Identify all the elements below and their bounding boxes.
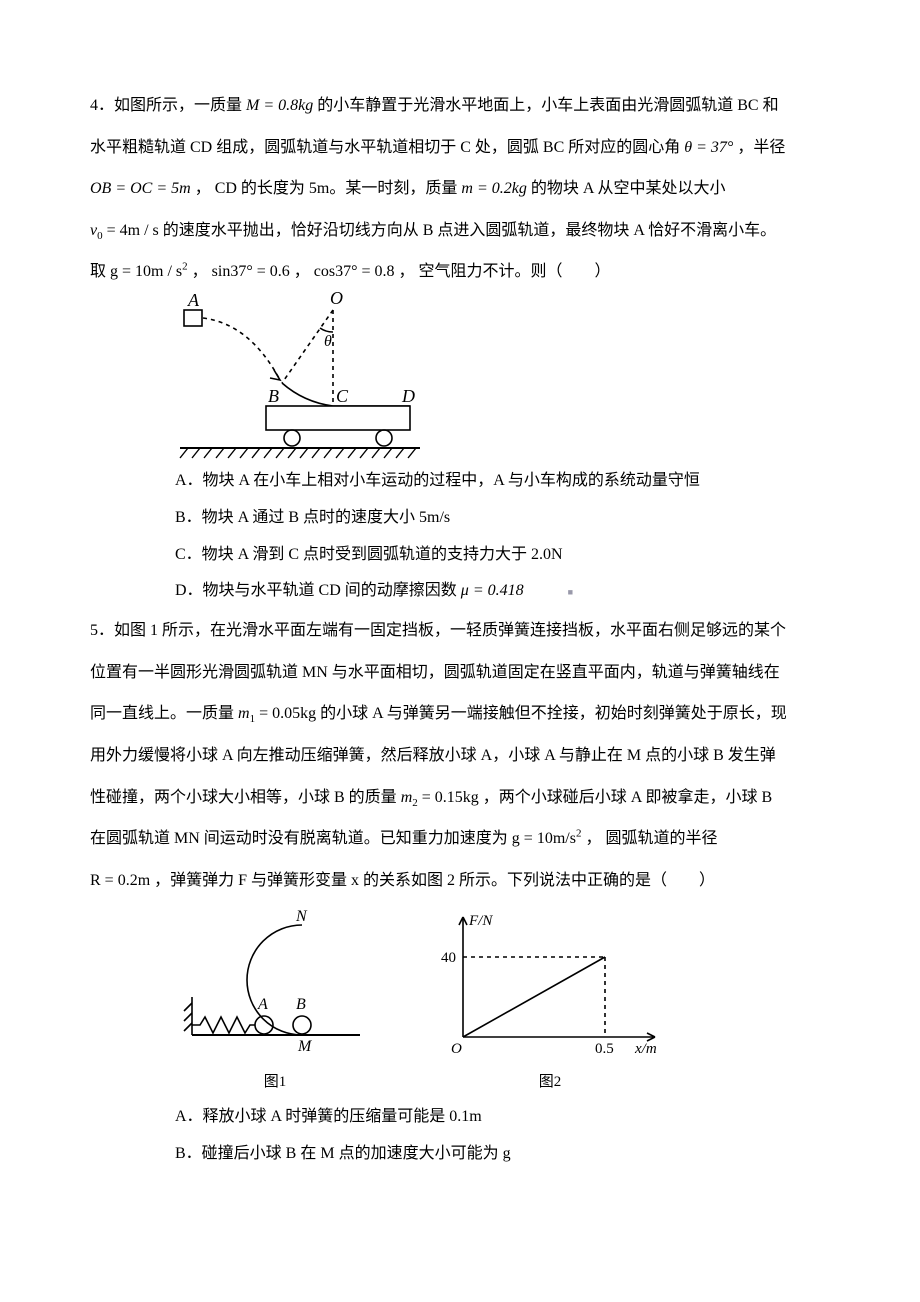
q5-fig1-wrap: A B M N 图1 <box>180 907 370 1093</box>
q5-t5b: ，两个小球碰后小球 A 即被拿走，小球 B <box>483 789 772 806</box>
q4-g: g = 10m / s <box>110 263 182 280</box>
q5-m1: m <box>238 705 250 722</box>
q5-f2-yl: F/N <box>468 913 493 929</box>
q4-fig-theta: θ <box>324 333 332 350</box>
q4-optD-mu: μ = 0.418 <box>461 582 524 599</box>
q5-f1-M: M <box>297 1038 313 1055</box>
q5-f2-xt: 0.5 <box>595 1041 614 1057</box>
q5-R: R = 0.2m <box>90 872 150 889</box>
q4-optB: B．物块 A 通过 B 点时的速度大小 5m/s <box>175 500 840 537</box>
q4-line2: 水平粗糙轨道 CD 组成，圆弧轨道与水平轨道相切于 C 处，圆弧 BC 所对应的… <box>90 127 840 169</box>
q5-optB: B．碰撞后小球 B 在 M 点的加速度大小可能为 g <box>175 1136 840 1173</box>
q4-t5a: 取 <box>90 263 110 280</box>
q4-massm: m = 0.2kg <box>461 180 526 197</box>
q4-optA: A．物块 A 在小车上相对小车运动的过程中，A 与小车构成的系统动量守恒 <box>175 463 840 500</box>
q4-t2a: 水平粗糙轨道 CD 组成，圆弧轨道与水平轨道相切于 C 处，圆弧 BC 所对应的… <box>90 139 684 156</box>
q5-t6a: 在圆弧轨道 MN 间运动时没有脱离轨道。已知重力加速度为 <box>90 830 512 847</box>
q4-fig-B: B <box>268 386 279 406</box>
q4-obeq: OB = OC = 5m <box>90 180 191 197</box>
q4-line4: v0 = 4m / s 的速度水平抛出，恰好沿切线方向从 B 点进入圆弧轨道，最… <box>90 210 840 252</box>
q4-massM: M = 0.8kg <box>246 97 313 114</box>
q4-t2b: ，半径 <box>737 139 785 156</box>
q5-t6b: ， 圆弧轨道的半径 <box>585 830 717 847</box>
q4-fig-C: C <box>336 386 349 406</box>
q5-f1-B: B <box>296 996 306 1013</box>
q5-figures: A B M N 图1 <box>90 907 840 1093</box>
q5-options: A．释放小球 A 时弹簧的压缩量可能是 0.1m B．碰撞后小球 B 在 M 点… <box>90 1099 840 1173</box>
q5-line2: 位置有一半圆形光滑圆弧轨道 MN 与水平面相切，圆弧轨道固定在竖直平面内，轨道与… <box>90 652 840 694</box>
q5-t5a: 性碰撞，两个小球大小相等，小球 B 的质量 <box>90 789 401 806</box>
q5-t3a: 同一直线上。一质量 <box>90 705 238 722</box>
q5-optA-a: A．释放小球 A 时弹簧的压缩量可能是 <box>175 1108 449 1125</box>
q4-fig-D: D <box>401 386 415 406</box>
q5-g2: g = 10m/s <box>512 830 576 847</box>
q4-optC: C．物块 A 滑到 C 点时受到圆弧轨道的支持力大于 2.0N <box>175 537 840 574</box>
q4-t3c: 的物块 A 从空中某处以大小 <box>531 180 726 197</box>
q5-m2: m <box>401 789 413 806</box>
q5-f1-A: A <box>257 996 268 1013</box>
q5-line5: 性碰撞，两个小球大小相等，小球 B 的质量 m2 = 0.15kg ，两个小球碰… <box>90 777 840 819</box>
q5-line3: 同一直线上。一质量 m1 = 0.05kg 的小球 A 与弹簧另一端接触但不拴接… <box>90 693 840 735</box>
q4-v0-val: = 4m / s <box>103 222 159 239</box>
q5-optA-v: 0.1m <box>449 1108 481 1125</box>
q4-t4c: 的速度水平抛出，恰好沿切线方向从 B 点进入圆弧轨道，最终物块 A 恰好不滑离小… <box>163 222 776 239</box>
q5-optA: A．释放小球 A 时弹簧的压缩量可能是 0.1m <box>175 1099 840 1136</box>
q5-f2-O: O <box>451 1041 462 1057</box>
q4-t5d: ， 空气阻力不计。则（ ） <box>399 263 611 280</box>
q4-optD: D．物块与水平轨道 CD 间的动摩擦因数 μ = 0.418 ■ <box>175 573 840 610</box>
q5-line6: 在圆弧轨道 MN 间运动时没有脱离轨道。已知重力加速度为 g = 10m/s2 … <box>90 818 840 860</box>
q4-t3b: ， CD 的长度为 5m。某一时刻，质量 <box>195 180 462 197</box>
q5-f2-xl: x/m <box>634 1041 657 1057</box>
q5-line4: 用外力缓慢将小球 A 向左推动压缩弹簧，然后释放小球 A，小球 A 与静止在 M… <box>90 735 840 777</box>
q5-fig2-wrap: F/N 40 0.5 x/m O 图2 <box>425 907 675 1093</box>
q4-t5c: ， <box>294 263 314 280</box>
q5-fig1: A B M N <box>180 907 370 1072</box>
q5-t3b: 的小球 A 与弹簧另一端接触但不拴接，初始时刻弹簧处于原长，现 <box>320 705 787 722</box>
q4-figure: A O θ B C D <box>90 288 840 468</box>
q5-f2-yt: 40 <box>441 950 456 966</box>
q5-fig2-cap: 图2 <box>425 1072 675 1093</box>
q4-theta: θ = 37° <box>684 139 733 156</box>
q4-fig-A: A <box>187 290 200 310</box>
q5-m2b: = 0.15kg <box>418 789 479 806</box>
q4-options: A．物块 A 在小车上相对小车运动的过程中，A 与小车构成的系统动量守恒 B．物… <box>90 463 840 610</box>
q5-m1b: = 0.05kg <box>255 705 316 722</box>
q4-sin: sin37° = 0.6 <box>212 263 290 280</box>
q4-line5: 取 g = 10m / s2 ， sin37° = 0.6 ， cos37° =… <box>90 251 840 293</box>
q5-line7: R = 0.2m ，弹簧弹力 F 与弹簧形变量 x 的关系如图 2 所示。下列说… <box>90 860 840 902</box>
q4-t1b: 的小车静置于光滑水平地面上，小车上表面由光滑圆弧轨道 BC 和 <box>317 97 778 114</box>
q5-t7b: ，弹簧弹力 F 与弹簧形变量 x 的关系如图 2 所示。下列说法中正确的是（ ） <box>154 872 715 889</box>
q5-fig2: F/N 40 0.5 x/m O <box>425 907 675 1072</box>
q4-fig-O: O <box>330 288 343 308</box>
q4-t1: 4．如图所示，一质量 <box>90 97 246 114</box>
q5-fig1-cap: 图1 <box>180 1072 370 1093</box>
q4-optD-a: D．物块与水平轨道 CD 间的动摩擦因数 <box>175 582 461 599</box>
q4-line3: OB = OC = 5m ， CD 的长度为 5m。某一时刻，质量 m = 0.… <box>90 168 840 210</box>
watermark-icon: ■ <box>568 587 574 597</box>
q4-line1: 4．如图所示，一质量 M = 0.8kg 的小车静置于光滑水平地面上，小车上表面… <box>90 85 840 127</box>
q5-line1: 5．如图 1 所示，在光滑水平面左端有一固定挡板，一轻质弹簧连接挡板，水平面右侧… <box>90 610 840 652</box>
q4-cos: cos37° = 0.8 <box>314 263 395 280</box>
q4-svg: A O θ B C D <box>170 288 430 468</box>
q5-f1-N: N <box>295 908 308 925</box>
q4-t5b: ， <box>192 263 212 280</box>
